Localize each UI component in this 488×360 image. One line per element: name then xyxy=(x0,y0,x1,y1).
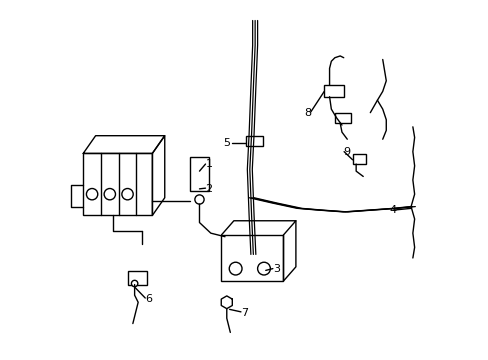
Text: 2: 2 xyxy=(205,184,212,194)
Circle shape xyxy=(257,262,270,275)
Text: 4: 4 xyxy=(389,205,396,215)
Bar xyxy=(221,235,283,281)
Circle shape xyxy=(131,280,138,287)
Text: 3: 3 xyxy=(272,264,279,274)
Text: 7: 7 xyxy=(241,308,247,318)
Bar xyxy=(127,271,147,284)
Bar xyxy=(245,136,263,146)
Bar xyxy=(352,154,366,164)
Text: 8: 8 xyxy=(304,108,311,118)
Circle shape xyxy=(229,262,242,275)
Text: 1: 1 xyxy=(205,159,212,169)
Bar xyxy=(189,157,209,191)
Text: 9: 9 xyxy=(343,147,350,157)
Bar xyxy=(324,85,343,97)
Circle shape xyxy=(104,189,115,200)
Bar xyxy=(83,153,152,215)
Text: 6: 6 xyxy=(145,294,152,304)
Bar xyxy=(334,113,350,123)
Circle shape xyxy=(195,195,203,204)
Circle shape xyxy=(86,189,98,200)
Text: 5: 5 xyxy=(223,138,230,148)
Circle shape xyxy=(122,189,133,200)
